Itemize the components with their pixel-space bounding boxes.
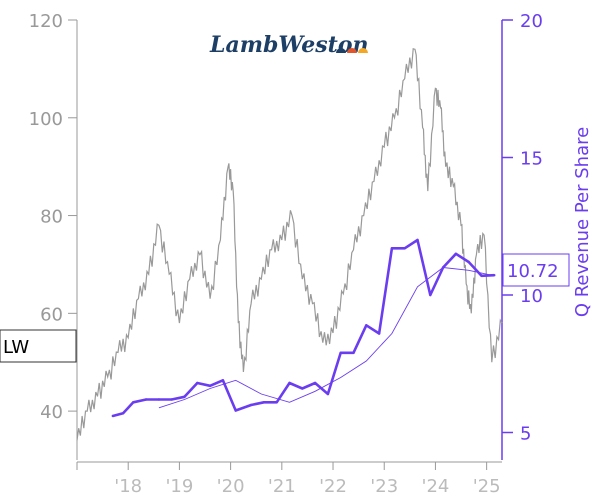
revenue-point [275, 401, 278, 404]
revenue-point [132, 401, 135, 404]
left-tick-label: 100 [29, 109, 63, 130]
revenue-point [377, 332, 381, 335]
revenue-point [326, 392, 330, 396]
revenue-average-line [158, 267, 495, 409]
revenue-point [313, 381, 317, 385]
revenue-point [429, 293, 432, 297]
x-tick-label: '24 [422, 476, 450, 497]
revenue-point [208, 384, 212, 387]
revenue-point [170, 398, 173, 401]
revenue-point [480, 274, 483, 277]
x-tick-label: '21 [268, 476, 296, 497]
last-value-label: 10.72 [507, 261, 559, 282]
left-tick-label: 80 [40, 207, 63, 228]
revenue-point [441, 266, 445, 269]
revenue-point [352, 351, 355, 354]
revenue-series-line [112, 238, 495, 418]
right-tick-label: 5 [520, 424, 531, 445]
left-tick-label: 120 [29, 11, 63, 32]
revenue-point [288, 381, 291, 385]
left-axis: 40 60 80 100 120 [29, 11, 78, 460]
logo-text: LambWeston [209, 32, 369, 58]
logo: LambWeston [209, 32, 369, 58]
revenue-point [221, 379, 225, 382]
right-tick-label: 20 [520, 11, 543, 32]
revenue-point [416, 238, 419, 242]
revenue-point [111, 414, 115, 418]
revenue-point [467, 260, 470, 264]
right-tick-label: 15 [520, 149, 543, 170]
price-series-line [76, 48, 503, 441]
last-value-box: 10.72 [502, 253, 570, 287]
revenue-point [365, 324, 368, 327]
revenue-point [454, 252, 458, 255]
x-tick-label: '18 [114, 476, 142, 497]
revenue-point [183, 395, 186, 398]
revenue-point [390, 247, 394, 250]
x-axis: '18 '19 '20 '21 '22 '23 '24 '25 [76, 461, 502, 497]
left-tick-label: 60 [40, 304, 63, 325]
revenue-point [144, 398, 148, 401]
revenue-point [403, 247, 406, 250]
ticker-label: LW [3, 337, 29, 358]
revenue-points [111, 238, 496, 418]
right-axis: 5 10 15 20 [501, 11, 543, 460]
left-tick-label: 40 [40, 402, 63, 423]
logo-mark-icon [336, 48, 368, 53]
revenue-point [262, 401, 266, 404]
revenue-point [493, 274, 496, 277]
x-tick-label: '25 [473, 476, 501, 497]
ticker-box: LW [0, 329, 77, 363]
right-tick-label: 10 [520, 286, 543, 307]
x-tick-label: '20 [217, 476, 245, 497]
x-tick-label: '22 [319, 476, 347, 497]
revenue-point [339, 351, 342, 354]
revenue-point [234, 409, 237, 412]
revenue-point [301, 387, 304, 390]
x-tick-label: '23 [370, 476, 398, 497]
revenue-point [157, 398, 161, 401]
revenue-point [121, 412, 125, 415]
x-tick-label: '19 [165, 476, 193, 497]
right-axis-title: Q Revenue Per Share [572, 127, 593, 317]
revenue-point [249, 403, 253, 407]
revenue-point [196, 381, 199, 385]
